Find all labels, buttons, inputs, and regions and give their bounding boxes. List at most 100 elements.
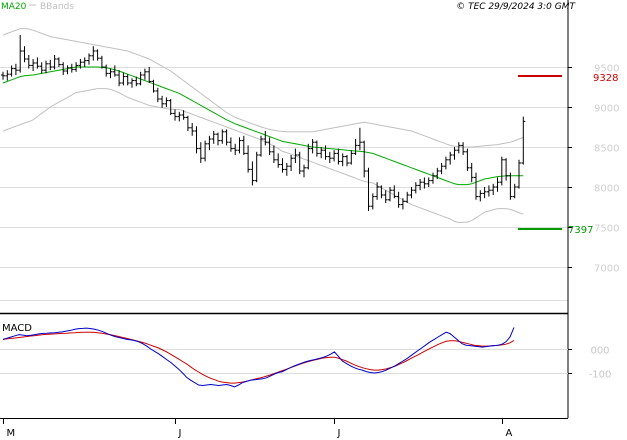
legend-bbands: BBands bbox=[40, 2, 74, 12]
price-bar bbox=[48, 59, 53, 71]
price-bar bbox=[263, 131, 268, 146]
price-bar bbox=[87, 53, 91, 65]
price-bar bbox=[241, 135, 246, 155]
macd-title: MACD bbox=[2, 323, 32, 334]
price-bar bbox=[276, 153, 281, 168]
price-bar bbox=[302, 164, 306, 178]
price-bar bbox=[216, 132, 220, 146]
price-bar bbox=[194, 126, 199, 154]
price-bar bbox=[435, 167, 440, 179]
price-bar bbox=[284, 163, 289, 176]
price-bar bbox=[65, 65, 70, 75]
price-bar bbox=[211, 131, 216, 144]
price-bar bbox=[5, 70, 10, 81]
price-bar bbox=[353, 139, 358, 155]
price-bar bbox=[400, 198, 405, 210]
price-bar bbox=[521, 116, 526, 165]
price-bar bbox=[336, 148, 341, 165]
x-axis: MJJASO bbox=[3, 418, 513, 439]
price-bar bbox=[306, 143, 311, 170]
price-bar bbox=[474, 172, 478, 200]
price-bar bbox=[190, 123, 195, 136]
price-bar bbox=[104, 64, 109, 77]
price-bar bbox=[517, 159, 521, 189]
price-bar bbox=[130, 78, 134, 88]
price-bar bbox=[469, 163, 474, 183]
source-timestamp: © TEC 29/9/2024 3:0 GMT bbox=[456, 2, 576, 12]
price-bar bbox=[418, 179, 423, 191]
price-bar bbox=[319, 147, 324, 159]
support-label: 7397 bbox=[568, 225, 593, 236]
price-bar bbox=[396, 191, 401, 208]
price-bar bbox=[177, 111, 182, 122]
price-bar bbox=[95, 49, 100, 61]
price-bar bbox=[327, 151, 332, 163]
price-bar bbox=[383, 190, 388, 203]
macd-grid bbox=[0, 349, 568, 374]
price-bar bbox=[13, 63, 18, 75]
price-bar bbox=[448, 151, 453, 165]
price-bar bbox=[340, 153, 345, 167]
price-bar bbox=[349, 150, 354, 165]
price-bar bbox=[379, 185, 384, 199]
price-panel bbox=[0, 0, 568, 313]
price-bar bbox=[405, 191, 410, 203]
price-bar bbox=[61, 62, 66, 75]
price-bar bbox=[370, 193, 375, 210]
price-bar bbox=[345, 155, 349, 167]
price-bar bbox=[173, 109, 177, 121]
support-resistance-levels bbox=[518, 75, 562, 230]
price-bar bbox=[82, 57, 87, 67]
macd-lines bbox=[2, 327, 515, 388]
price-bar bbox=[439, 163, 444, 175]
price-bar bbox=[9, 65, 14, 77]
macd-y-axis: 000 -100 bbox=[568, 346, 611, 381]
macd-tick-label: -100 bbox=[589, 370, 612, 381]
price-bar bbox=[443, 156, 448, 170]
price-bar bbox=[323, 145, 328, 160]
price-bar bbox=[254, 151, 259, 183]
price-bar bbox=[332, 150, 337, 162]
price-bar bbox=[22, 46, 27, 63]
bb-lower-line bbox=[2, 88, 524, 224]
price-bar bbox=[461, 142, 466, 155]
price-bar bbox=[297, 151, 302, 175]
price-bar bbox=[198, 142, 203, 163]
price-tick-label: 7500 bbox=[594, 224, 619, 235]
bb-upper-line bbox=[2, 28, 524, 148]
price-bar bbox=[478, 190, 483, 202]
price-bar bbox=[69, 63, 74, 73]
price-bar bbox=[422, 177, 427, 189]
price-bar bbox=[121, 72, 126, 86]
x-tick-label: M bbox=[7, 428, 16, 439]
price-bar bbox=[452, 147, 457, 160]
price-bar bbox=[456, 142, 461, 154]
legend-ma20: MA20 bbox=[1, 2, 27, 12]
price-bar bbox=[203, 140, 208, 162]
price-tick-label: 7000 bbox=[594, 264, 619, 275]
price-bar bbox=[125, 74, 130, 86]
price-bar bbox=[314, 140, 319, 157]
price-bar bbox=[482, 187, 487, 199]
price-tick-label: 9000 bbox=[594, 104, 619, 115]
price-bar bbox=[39, 62, 44, 74]
price-bar bbox=[491, 183, 496, 195]
price-bar bbox=[357, 127, 362, 151]
price-bar bbox=[117, 70, 122, 87]
price-bar bbox=[366, 167, 371, 211]
price-bar bbox=[508, 172, 513, 200]
price-bar bbox=[228, 137, 233, 152]
price-bar bbox=[112, 65, 117, 77]
price-bar bbox=[151, 79, 156, 93]
x-tick-label: A bbox=[506, 428, 513, 439]
price-bar bbox=[504, 158, 509, 181]
macd-tick-label: 000 bbox=[590, 346, 609, 357]
price-bar bbox=[486, 185, 491, 197]
price-bar bbox=[465, 148, 470, 171]
price-bar bbox=[409, 187, 414, 199]
price-bar bbox=[280, 158, 285, 173]
macd-line bbox=[2, 327, 515, 388]
price-bar bbox=[52, 55, 57, 70]
price-bar bbox=[431, 172, 435, 184]
price-bar bbox=[74, 62, 79, 72]
